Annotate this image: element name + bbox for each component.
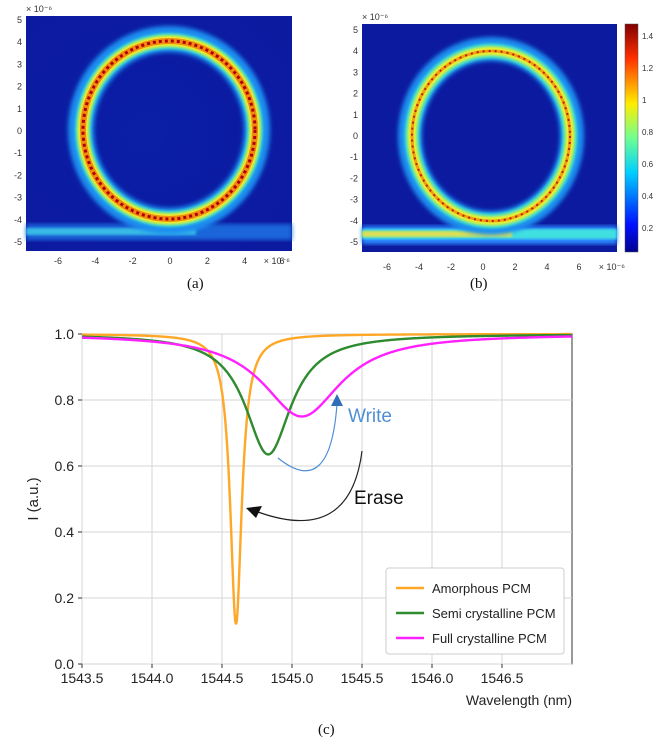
x-tick-label: 1543.5	[61, 670, 104, 686]
heatmap-a-ytick: -5	[14, 237, 22, 247]
y-tick-label: 0.2	[55, 590, 75, 606]
heatmap-a-xtick: -2	[129, 256, 137, 266]
heatmap-b-xtick: -4	[415, 262, 423, 272]
heatmap-b-ytick: 3	[353, 67, 358, 77]
series-line-0	[82, 332, 572, 625]
heatmap-b: × 10⁻⁶ 5 4 3 2 1 0 -1 -2 -3 -4 -5 -6 -4 -2 0 2 4 6 × 10⁻…	[350, 12, 654, 272]
y-tick-label: 1.0	[55, 326, 75, 342]
x-tick-label: 1544.0	[131, 670, 174, 686]
heatmap-a-ytick: -4	[14, 215, 22, 225]
heatmap-a-ytick: 5	[17, 15, 22, 25]
x-tick-label: 1544.5	[201, 670, 244, 686]
heatmap-b-ytick: -3	[350, 195, 358, 205]
heatmap-a-xtick: 6	[279, 256, 284, 266]
erase-arrowhead	[246, 506, 262, 518]
x-axis-label: Wavelength (nm)	[466, 692, 572, 708]
colorbar	[624, 23, 639, 253]
y-tick-label: 0.4	[55, 524, 75, 540]
colorbar-tick: 0.4	[642, 192, 654, 201]
legend-label: Full crystalline PCM	[432, 631, 547, 646]
caption-b: (b)	[470, 276, 488, 292]
heatmap-b-xtick: 0	[480, 262, 485, 272]
y-tick-label: 0.6	[55, 458, 75, 474]
write-annotation: Write	[348, 406, 392, 427]
heatmap-a-xtick: -6	[54, 256, 62, 266]
colorbar-tick: 1	[642, 96, 647, 105]
heatmap-a: × 10⁻⁶ 5 4 3 2 1 0 -1 -2 -3 -4 -5 -6 -4 -2 0 2 4 6 × 10⁻…	[14, 4, 292, 266]
series-line-2	[81, 335, 573, 418]
heatmap-b-ytick: -4	[350, 216, 358, 226]
heatmap-a-ytick: 2	[17, 82, 22, 92]
heatmap-a-ytick: -2	[14, 170, 22, 180]
erase-arrow	[257, 450, 363, 522]
heatmap-a-xtick: 4	[242, 256, 247, 266]
write-arrow	[277, 403, 338, 472]
heatmap-a-xtick: 0	[167, 256, 172, 266]
heatmap-a-ytick: -1	[14, 148, 22, 158]
x-tick-label: 1545.5	[341, 670, 384, 686]
heatmap-a-xtick: 2	[205, 256, 210, 266]
heatmap-b-ytick: 2	[353, 89, 358, 99]
x-tick-label: 1545.0	[271, 670, 314, 686]
legend-label: Amorphous PCM	[432, 581, 531, 596]
heatmap-b-ytick: -2	[350, 173, 358, 183]
transmission-chart: 0.0 0.2 0.4 0.6 0.8 1.0 1543.5 1544.0 1544.5 154…	[25, 326, 573, 708]
heatmap-b-xtick: -2	[447, 262, 455, 272]
heatmap-b-xtick: 6	[576, 262, 581, 272]
heatmap-b-x-exponent: × 10⁻⁶	[599, 262, 626, 272]
legend: Amorphous PCM Semi crystalline PCM Full cr…	[385, 567, 565, 655]
heatmap-a-xtick: -4	[91, 256, 99, 266]
y-tick-label: 0.8	[55, 392, 75, 408]
caption-a: (a)	[187, 276, 204, 292]
heatmap-a-ytick: 0	[17, 126, 22, 136]
caption-c: (c)	[318, 722, 335, 738]
heatmap-b-xtick: 2	[512, 262, 517, 272]
heatmap-a-x-exponent: × 10⁻⁶	[264, 256, 291, 266]
y-axis-label: I (a.u.)	[25, 477, 42, 520]
legend-label: Semi crystalline PCM	[432, 606, 556, 621]
x-tick-label: 1546.0	[411, 670, 454, 686]
erase-annotation: Erase	[354, 488, 404, 509]
colorbar-tick: 1.2	[642, 64, 654, 73]
heatmap-b-ytick: 1	[353, 110, 358, 120]
heatmap-b-ytick: -1	[350, 152, 358, 162]
heatmap-b-ytick: 0	[353, 131, 358, 141]
heatmap-a-ytick: 1	[17, 104, 22, 114]
heatmap-b-ytick: -5	[350, 237, 358, 247]
heatmap-a-ytick: -3	[14, 193, 22, 203]
colorbar-tick: 0.6	[642, 160, 654, 169]
heatmap-b-xtick: 4	[544, 262, 549, 272]
y-tick-label: 0.0	[55, 656, 75, 672]
x-tick-label: 1546.5	[481, 670, 524, 686]
heatmap-a-ytick: 3	[17, 59, 22, 69]
heatmap-b-ytick: 4	[353, 46, 358, 56]
heatmap-b-xtick: -6	[383, 262, 391, 272]
colorbar-tick: 0.8	[642, 128, 654, 137]
heatmap-b-exponent: × 10⁻⁶	[362, 12, 389, 22]
colorbar-tick: 0.2	[642, 224, 654, 233]
heatmap-b-ytick: 5	[353, 25, 358, 35]
heatmap-a-ytick: 4	[17, 37, 22, 47]
write-arrowhead	[331, 394, 343, 406]
colorbar-tick: 1.4	[642, 32, 654, 41]
heatmap-a-exponent: × 10⁻⁶	[26, 4, 53, 14]
